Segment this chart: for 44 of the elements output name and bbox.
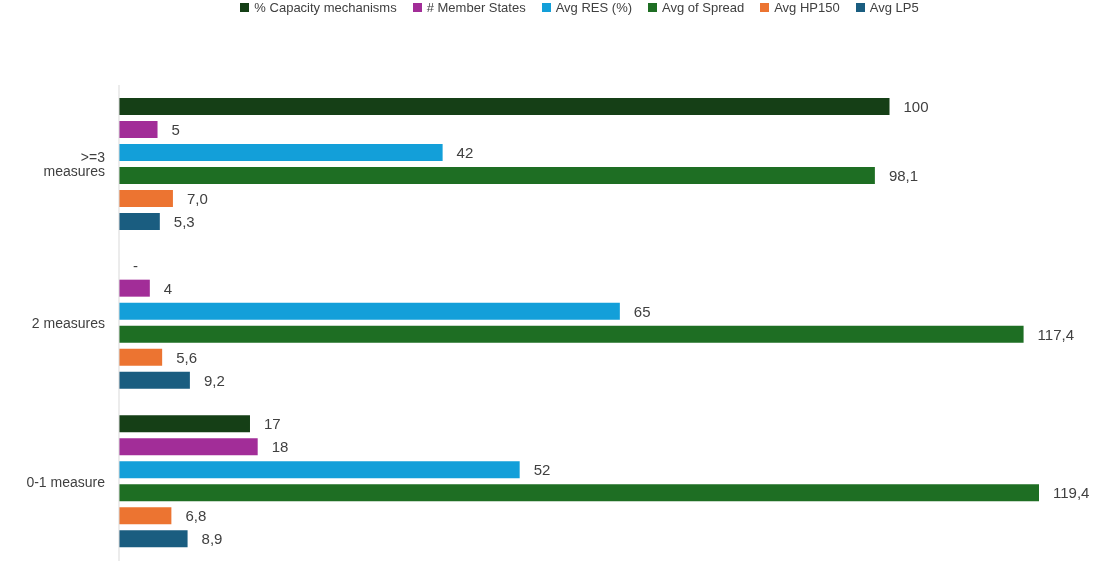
legend-label: Avg LP5 — [868, 0, 919, 15]
data-label: 9,2 — [203, 371, 225, 389]
bar — [119, 121, 158, 138]
legend-label: % Capacity mechanisms — [253, 0, 397, 15]
bar — [119, 167, 875, 184]
y-tick-label: 0-1 measure — [26, 473, 106, 490]
legend-label: Avg HP150 — [773, 0, 840, 15]
bar — [119, 415, 250, 433]
legend-label: # Member States — [425, 0, 526, 15]
bar — [119, 348, 163, 366]
bar — [119, 190, 173, 207]
data-label: 100 — [903, 98, 929, 115]
bar — [119, 279, 150, 297]
bar — [119, 438, 258, 456]
y-tick-label: >=3 measures — [43, 149, 106, 180]
bar — [119, 530, 188, 548]
data-label: 5 — [171, 121, 180, 138]
data-label: 5,3 — [173, 213, 195, 230]
bar — [119, 461, 520, 479]
bar — [119, 325, 1024, 343]
data-label: 4 — [163, 279, 173, 297]
data-label: 5,6 — [176, 348, 198, 366]
data-label: 42 — [456, 144, 474, 161]
data-label: 7,0 — [186, 190, 208, 207]
bar — [119, 507, 172, 525]
bar — [119, 213, 160, 230]
data-label: 119,4 — [1053, 484, 1090, 502]
data-label: 17 — [263, 415, 281, 433]
bar — [119, 371, 190, 389]
bar — [119, 98, 890, 115]
data-label: 117,4 — [1037, 325, 1075, 343]
bar — [119, 144, 443, 161]
data-label: 18 — [271, 438, 289, 456]
data-label: 52 — [533, 461, 551, 479]
data-label: 98,1 — [888, 167, 919, 184]
data-label: 65 — [633, 302, 651, 320]
bar — [119, 302, 620, 320]
legend-label: Avg of Spread — [661, 0, 745, 15]
data-label: - — [133, 256, 139, 274]
data-label: 8,9 — [201, 530, 223, 548]
y-tick-label: 2 measures — [31, 314, 105, 331]
data-label: 6,8 — [185, 507, 207, 525]
legend-label: Avg RES (%) — [554, 0, 633, 15]
bar — [119, 484, 1039, 502]
